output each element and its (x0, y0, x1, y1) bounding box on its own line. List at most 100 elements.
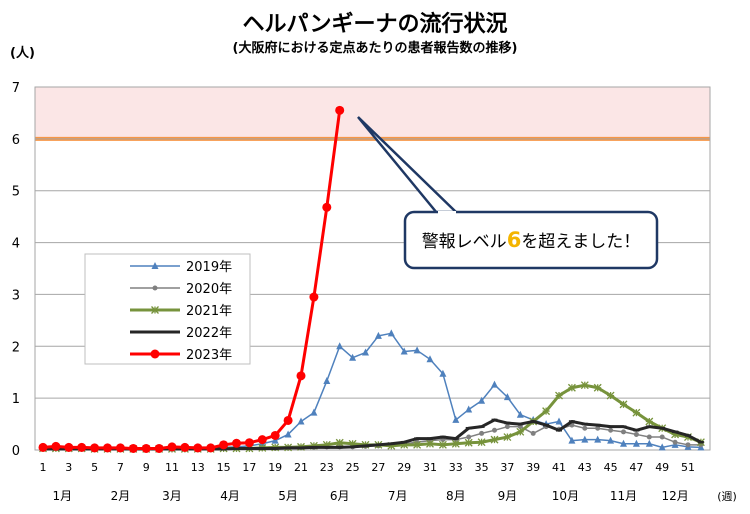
legend-item: 2022年 (130, 326, 232, 341)
data-point-marker (257, 435, 267, 445)
legend-label: 2019年 (186, 260, 232, 275)
legend-item: 2023年 (130, 348, 232, 363)
y-axis-unit-label: (人) (10, 46, 35, 61)
data-point-marker (193, 443, 203, 453)
y-tick-label: 3 (12, 288, 20, 303)
data-point-marker (38, 442, 48, 452)
marker-stroke (580, 381, 589, 390)
data-point-marker (244, 438, 254, 448)
callout-box (403, 210, 659, 270)
legend-item: 2019年 (130, 260, 232, 275)
data-point-marker (115, 443, 125, 453)
data-point-marker (516, 410, 524, 418)
data-point-marker (581, 435, 589, 443)
x-tick-label: 9 (143, 461, 150, 474)
data-point-marker (150, 349, 160, 359)
marker-stroke (464, 438, 473, 447)
data-point-marker (219, 440, 229, 450)
data-point-marker (632, 439, 640, 447)
data-point-marker (151, 306, 159, 314)
data-point-marker (90, 443, 100, 453)
data-point-marker (297, 417, 305, 425)
data-point-marker (309, 292, 319, 302)
callout-text-pre: 警報レベル (422, 232, 507, 252)
x-tick-label: 5 (91, 461, 98, 474)
y-tick-label: 0 (12, 444, 20, 459)
data-point-marker (296, 371, 306, 381)
data-point-marker (362, 348, 369, 356)
marker-stroke (151, 306, 159, 314)
data-point-marker (619, 400, 628, 409)
data-point-marker (582, 425, 588, 431)
data-point-marker (426, 355, 434, 363)
x-axis-unit-label: (週) (717, 490, 737, 503)
data-point-marker (232, 438, 241, 448)
x-tick-label: 49 (655, 461, 669, 474)
data-point-marker (103, 443, 112, 453)
data-point-marker (530, 430, 536, 436)
x-month-label: 4月 (220, 489, 240, 503)
data-point-marker (451, 439, 460, 448)
marker-stroke (335, 438, 344, 447)
data-point-marker (685, 442, 691, 448)
x-month-label: 9月 (498, 489, 518, 503)
data-point-marker (426, 439, 434, 448)
x-tick-label: 27 (371, 461, 385, 474)
x-tick-label: 25 (346, 461, 360, 474)
data-point-marker (400, 347, 408, 355)
marker-stroke (542, 407, 551, 416)
data-point-marker (336, 342, 344, 350)
data-point-marker (465, 405, 473, 413)
data-point-marker (645, 417, 654, 426)
data-point-marker (658, 443, 666, 451)
y-tick-label: 7 (12, 81, 20, 96)
x-tick-label: 1 (40, 461, 47, 474)
data-point-marker (128, 443, 138, 453)
data-point-marker (464, 438, 473, 447)
data-point-marker (659, 434, 665, 440)
data-point-marker (310, 408, 318, 416)
x-month-label: 5月 (278, 489, 298, 503)
x-tick-label: 45 (604, 461, 618, 474)
data-point-marker (141, 443, 151, 453)
marker-stroke (426, 439, 434, 448)
y-tick-label: 2 (12, 340, 20, 355)
callout-text-post: を超えました！ (521, 232, 640, 252)
y-tick-label: 1 (12, 392, 20, 407)
data-point-marker (491, 380, 498, 388)
y-tick-label: 4 (12, 237, 20, 252)
data-point-marker (645, 439, 653, 447)
data-point-marker (567, 383, 576, 392)
data-point-marker (413, 440, 422, 449)
data-point-marker (580, 381, 589, 390)
callout-text: 警報レベル6を超えました！ (422, 228, 641, 252)
marker-stroke (477, 438, 486, 447)
data-point-marker (516, 427, 525, 436)
data-point-marker (607, 436, 615, 444)
data-point-marker (608, 427, 614, 433)
x-tick-label: 11 (165, 461, 179, 474)
data-point-marker (180, 442, 190, 452)
x-month-label: 7月 (388, 489, 408, 503)
x-tick-label: 7 (117, 461, 124, 474)
legend-item: 2021年 (130, 304, 232, 319)
legend-label: 2020年 (186, 282, 232, 297)
x-tick-label: 29 (397, 461, 411, 474)
y-tick-label: 6 (12, 133, 20, 148)
data-point-marker (271, 436, 279, 444)
marker-stroke (606, 391, 615, 400)
series-2022年 (40, 418, 704, 451)
data-point-marker (555, 391, 563, 400)
legend-item: 2020年 (130, 282, 232, 297)
data-point-marker (51, 441, 61, 451)
data-point-marker (283, 415, 293, 425)
marker-stroke (567, 383, 576, 392)
callout-joint-mask (438, 211, 456, 215)
callout-tail (357, 116, 458, 214)
data-point-marker (621, 429, 626, 435)
x-tick-label: 41 (552, 461, 566, 474)
marker-stroke (645, 417, 654, 426)
data-point-marker (594, 435, 602, 443)
data-point-marker (466, 434, 472, 440)
data-point-marker (503, 393, 511, 401)
